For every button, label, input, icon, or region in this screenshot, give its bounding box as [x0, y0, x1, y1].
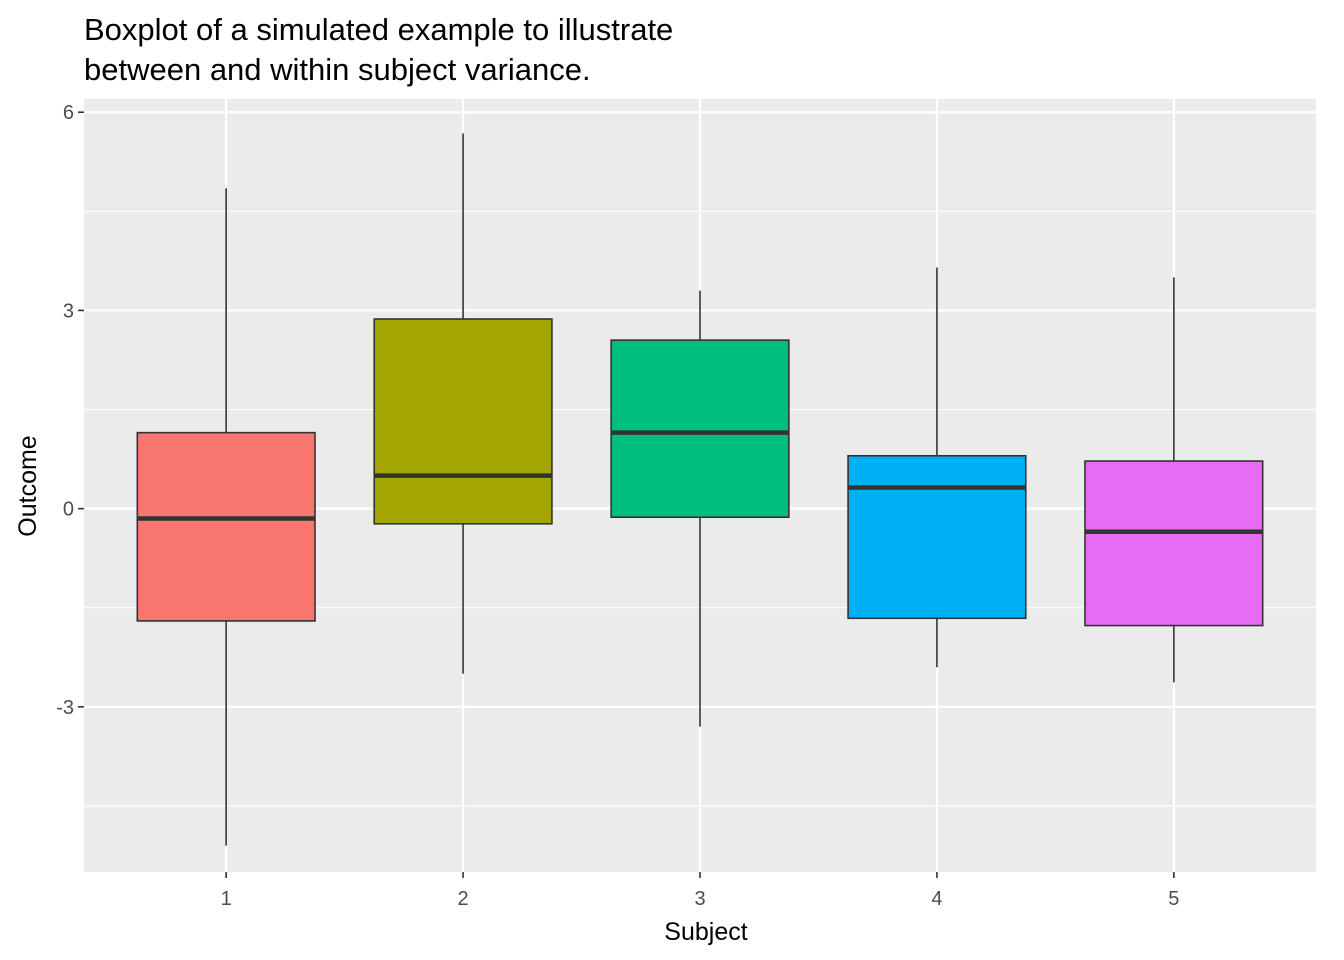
x-tick-label: 3 [694, 888, 705, 910]
box-subject-1 [136, 188, 316, 846]
box-body [373, 318, 553, 525]
boxes [136, 133, 1264, 846]
x-tick-label: 1 [221, 888, 232, 910]
box-subject-5 [1084, 277, 1264, 683]
box-body [1084, 460, 1264, 627]
y-tick-label: -3 [56, 697, 74, 719]
box-body [610, 339, 790, 519]
box-subject-4 [847, 267, 1027, 668]
y-axis: -3 0 3 6 [56, 102, 84, 719]
y-tick-label: 0 [63, 499, 74, 521]
x-tick-label: 5 [1168, 888, 1179, 910]
y-tick-label: 6 [63, 102, 74, 124]
x-axis-title: Subject [664, 918, 747, 946]
y-axis-title: Outcome [14, 435, 42, 536]
x-axis: 1 2 3 4 5 [221, 872, 1179, 910]
y-tick-label: 3 [63, 300, 74, 322]
box-subject-2 [373, 133, 553, 674]
box-body [136, 431, 316, 622]
box-subject-3 [610, 290, 790, 727]
x-tick-label: 2 [458, 888, 469, 910]
box-body [847, 454, 1027, 620]
chart-title-line-1: Boxplot of a simulated example to illust… [84, 12, 673, 47]
chart-title-line-2: between and within subject variance. [84, 52, 591, 87]
x-tick-label: 4 [931, 888, 942, 910]
